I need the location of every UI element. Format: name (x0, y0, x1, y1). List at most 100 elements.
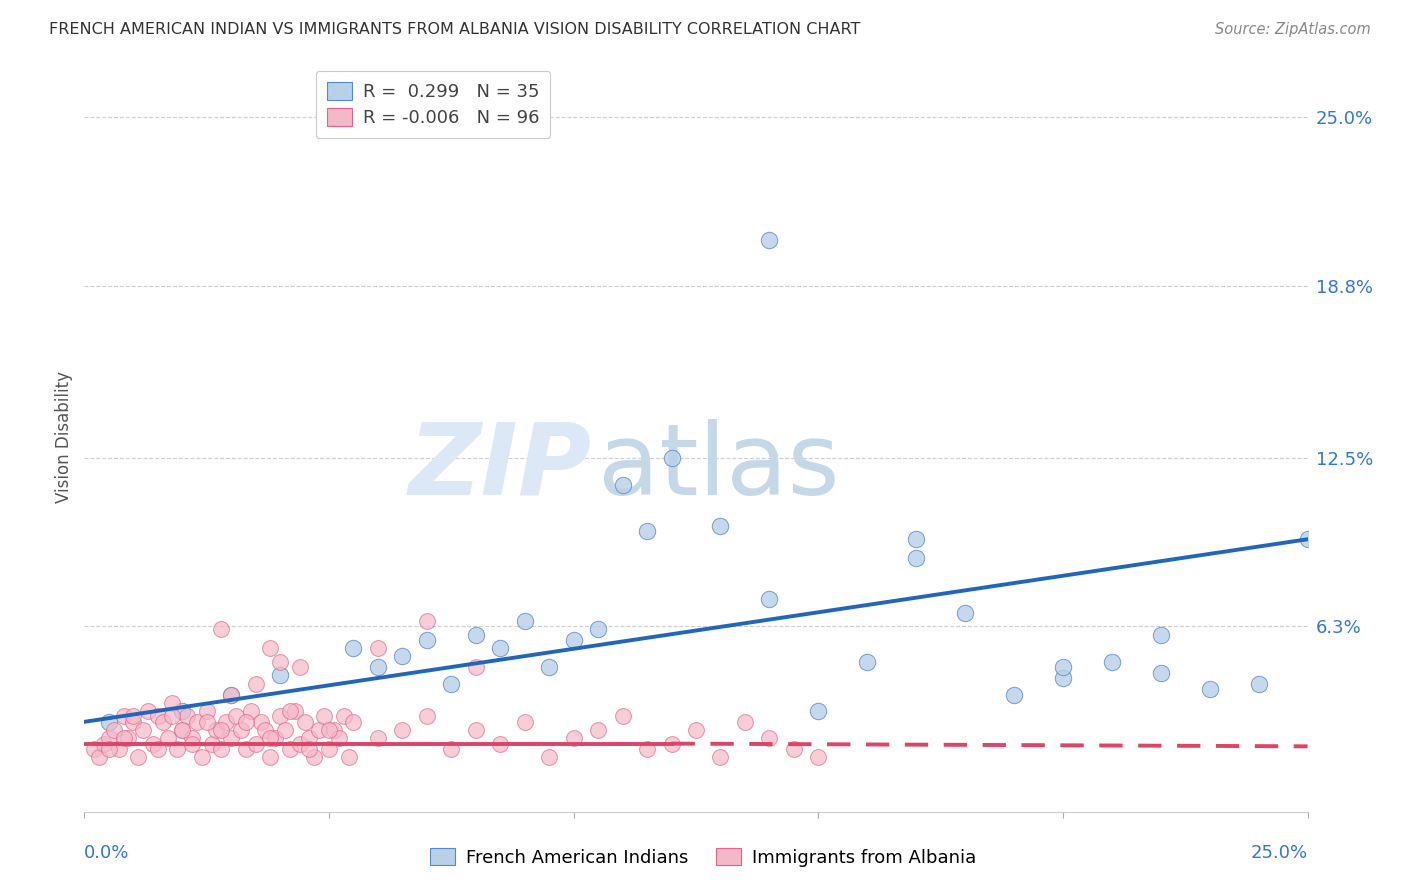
Point (93, 737, 115, 751)
Point (219, 688, 242, 702)
Point (83, 742, 105, 756)
Point (112, 731, 135, 746)
Point (1247, 676, 1270, 690)
Point (215, 714, 238, 729)
Point (538, 660, 561, 674)
Point (181, 737, 204, 751)
Point (685, 723, 707, 737)
Point (235, 742, 257, 756)
Point (195, 714, 218, 729)
Point (905, 533, 928, 547)
Point (318, 723, 340, 737)
Point (156, 731, 179, 746)
Point (97, 714, 120, 729)
Point (304, 750, 326, 764)
Y-axis label: Vision Disability: Vision Disability (55, 371, 73, 503)
Point (274, 723, 297, 737)
Point (758, 731, 780, 746)
Point (612, 477, 634, 491)
Point (219, 688, 242, 702)
Point (758, 233, 780, 247)
Point (709, 750, 731, 764)
Point (342, 714, 364, 729)
Point (209, 723, 232, 737)
Point (269, 668, 291, 682)
Point (367, 641, 389, 656)
Point (172, 723, 194, 737)
Point (235, 714, 257, 729)
Point (225, 709, 247, 723)
Point (97, 742, 120, 756)
Point (489, 737, 512, 751)
Point (1150, 665, 1173, 680)
Point (342, 641, 364, 656)
Point (1198, 682, 1220, 697)
Point (209, 742, 232, 756)
Point (186, 714, 208, 729)
Point (905, 551, 928, 566)
Legend: French American Indians, Immigrants from Albania: French American Indians, Immigrants from… (423, 841, 983, 874)
Point (245, 676, 267, 690)
Point (229, 723, 252, 737)
Legend: R =  0.299   N = 35, R = -0.006   N = 96: R = 0.299 N = 35, R = -0.006 N = 96 (316, 71, 550, 138)
Point (1296, 533, 1319, 547)
Point (314, 709, 336, 723)
Point (391, 649, 413, 664)
Point (328, 731, 350, 746)
Text: ZIP: ZIP (409, 418, 592, 516)
Point (758, 592, 780, 607)
Point (298, 742, 321, 756)
Point (783, 742, 806, 756)
Point (269, 655, 291, 669)
Point (513, 614, 536, 628)
Point (562, 731, 585, 746)
Point (239, 704, 262, 718)
Text: FRENCH AMERICAN INDIAN VS IMMIGRANTS FROM ALBANIA VISION DISABILITY CORRELATION : FRENCH AMERICAN INDIAN VS IMMIGRANTS FRO… (49, 22, 860, 37)
Point (245, 737, 267, 751)
Point (284, 704, 307, 718)
Point (367, 731, 389, 746)
Point (332, 709, 354, 723)
Text: Source: ZipAtlas.com: Source: ZipAtlas.com (1215, 22, 1371, 37)
Point (288, 737, 311, 751)
Point (367, 660, 389, 674)
Point (205, 723, 228, 737)
Point (269, 709, 291, 723)
Point (166, 742, 188, 756)
Point (181, 731, 204, 746)
Point (464, 723, 486, 737)
Point (209, 622, 232, 636)
Point (191, 750, 214, 764)
Point (162, 709, 184, 723)
Point (298, 731, 321, 746)
Point (416, 633, 439, 648)
Point (278, 742, 301, 756)
Point (288, 660, 311, 674)
Point (87, 750, 110, 764)
Point (807, 704, 830, 718)
Point (513, 714, 536, 729)
Point (1052, 671, 1074, 685)
Point (146, 742, 169, 756)
Point (709, 518, 731, 533)
Point (259, 731, 281, 746)
Point (440, 676, 463, 690)
Point (195, 704, 218, 718)
Point (953, 606, 976, 620)
Point (391, 723, 413, 737)
Point (489, 641, 512, 656)
Point (249, 714, 271, 729)
Point (1101, 655, 1123, 669)
Point (661, 737, 683, 751)
Point (132, 723, 155, 737)
Point (1052, 660, 1074, 674)
Point (112, 709, 135, 723)
Point (162, 696, 184, 710)
Point (1150, 627, 1173, 641)
Point (122, 709, 145, 723)
Point (172, 704, 194, 718)
Point (97, 731, 120, 746)
Point (416, 614, 439, 628)
Point (142, 737, 165, 751)
Point (318, 742, 340, 756)
